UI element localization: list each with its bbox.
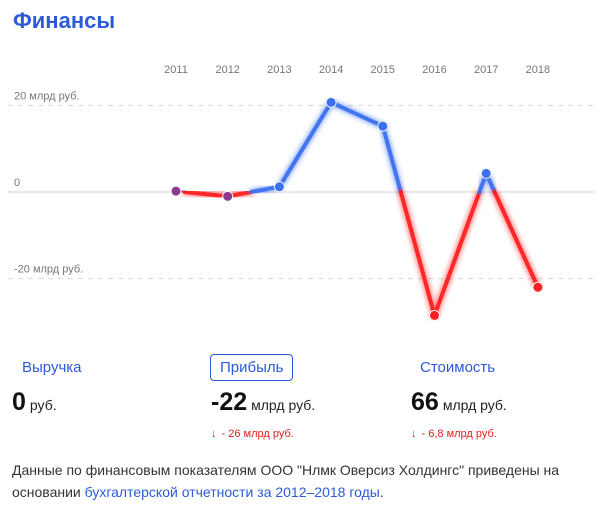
metric-revenue-value: 0 руб. (12, 388, 57, 417)
x-tick-label: 2016 (422, 64, 446, 76)
x-tick-label: 2018 (526, 64, 550, 76)
series-line-segment (432, 190, 482, 318)
x-tick-label: 2015 (371, 64, 395, 76)
x-tick-label: 2011 (164, 64, 188, 76)
metric-profit-delta: ↓ - 26 млрд руб. (211, 428, 294, 440)
metric-profit-value: -22 млрд руб. (211, 388, 315, 417)
metric-value-delta-text: - 6,8 млрд руб. (421, 428, 497, 440)
data-point (326, 97, 336, 107)
series-line-segment (329, 100, 385, 129)
data-point (430, 310, 439, 320)
y-tick-label: 0 (14, 177, 20, 189)
down-arrow-icon: ↓ (411, 428, 417, 440)
series-line-segment (182, 190, 230, 199)
metric-revenue-unit: руб. (29, 397, 57, 413)
metric-value-unit: млрд руб. (442, 397, 507, 413)
y-tick-label: -20 млрд руб. (14, 264, 83, 276)
metric-value-number: 66 (411, 388, 439, 416)
metric-value-delta: ↓ - 6,8 млрд руб. (411, 428, 497, 440)
x-tick-label: 2013 (267, 64, 291, 76)
y-tick-label: 20 млрд руб. (14, 90, 80, 102)
footer-note-end: . (379, 484, 384, 500)
data-point (378, 121, 388, 131)
x-tick-label: 2014 (319, 64, 343, 76)
finance-line-chart: 2011 2012 2013 2014 2015 2016 2017 2018 20 млрд … (8, 64, 595, 321)
series-line-segment (380, 124, 403, 194)
data-point (481, 168, 491, 178)
metric-profit-label[interactable]: Прибыль (210, 354, 294, 381)
data-point (274, 182, 284, 192)
series-line-segment (277, 100, 334, 189)
metric-profit-unit: млрд руб. (251, 397, 316, 413)
data-point (223, 191, 233, 201)
metric-profit-number: -22 (211, 388, 248, 416)
page-title: Финансы (13, 8, 116, 33)
metric-revenue-label[interactable]: Выручка (22, 359, 82, 376)
accounting-report-link[interactable]: бухгалтерской отчетности за 2012–2018 го… (84, 484, 380, 500)
footer-note: Данные по финансовым показателям ООО "Нл… (12, 459, 597, 503)
x-tick-label: 2017 (474, 64, 498, 76)
footer-note-text: Данные по финансовым показателям ООО "Нл… (12, 462, 560, 500)
data-point (533, 282, 543, 292)
series-line-segment (398, 190, 437, 318)
x-tick-label: 2012 (215, 64, 239, 76)
metric-value-value: 66 млрд руб. (411, 388, 507, 417)
series-line-segment (492, 190, 540, 290)
down-arrow-icon: ↓ (211, 428, 217, 440)
metric-revenue-number: 0 (12, 388, 26, 416)
metric-profit-delta-text: - 26 млрд руб. (221, 428, 294, 440)
data-point (171, 186, 181, 196)
metric-value-label[interactable]: Стоимость (420, 359, 496, 376)
